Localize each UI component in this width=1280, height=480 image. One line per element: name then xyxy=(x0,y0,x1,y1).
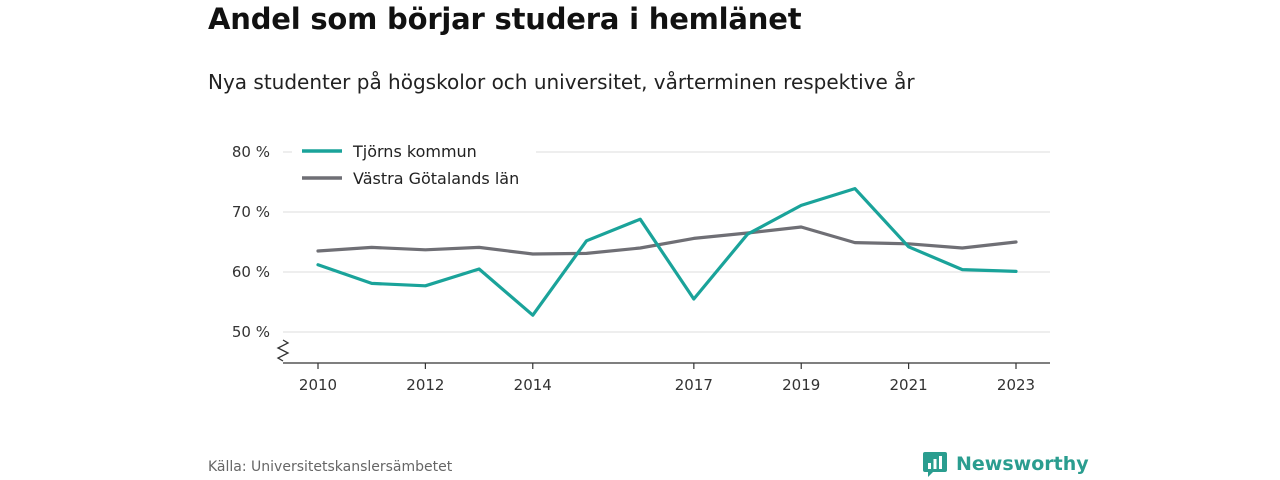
x-tick-label: 2019 xyxy=(782,376,820,394)
x-tick-label: 2017 xyxy=(675,376,713,394)
x-tick-label: 2023 xyxy=(997,376,1035,394)
axis-break-icon xyxy=(276,339,290,362)
chart-title: Andel som börjar studera i hemlänet xyxy=(208,2,802,36)
y-tick-label: 50 % xyxy=(232,323,270,341)
source-note: Källa: Universitetskanslersämbetet xyxy=(208,459,453,475)
brand-name: Newsworthy xyxy=(956,453,1089,475)
chart-subtitle: Nya studenter på högskolor och universit… xyxy=(208,70,915,94)
y-tick-label: 80 % xyxy=(232,143,270,161)
legend-label: Västra Götalands län xyxy=(353,169,519,188)
bar-chart-speech-icon xyxy=(923,452,947,477)
series-line-0 xyxy=(316,187,1018,317)
y-tick-label: 60 % xyxy=(232,263,270,281)
legend-background xyxy=(292,138,536,190)
series-line-1 xyxy=(316,225,1018,256)
series-layer xyxy=(316,187,1018,317)
x-tick-label: 2012 xyxy=(406,376,444,394)
x-tick-label: 2014 xyxy=(514,376,552,394)
x-tick-label: 2021 xyxy=(890,376,928,394)
x-tick-label: 2010 xyxy=(299,376,337,394)
brand-logo: Newsworthy xyxy=(922,450,1089,478)
line-chart: 50 % 60 % 70 % 80 % 2010 2012 2014 2017 2019 2021… xyxy=(231,138,1050,394)
legend-label: Tjörns kommun xyxy=(352,142,477,161)
legend: Tjörns kommun Västra Götalands län xyxy=(292,138,536,190)
axis-layer: 50 % 60 % 70 % 80 % 2010 2012 2014 2017 2019 2021… xyxy=(232,143,1050,394)
y-tick-label: 70 % xyxy=(232,203,270,221)
